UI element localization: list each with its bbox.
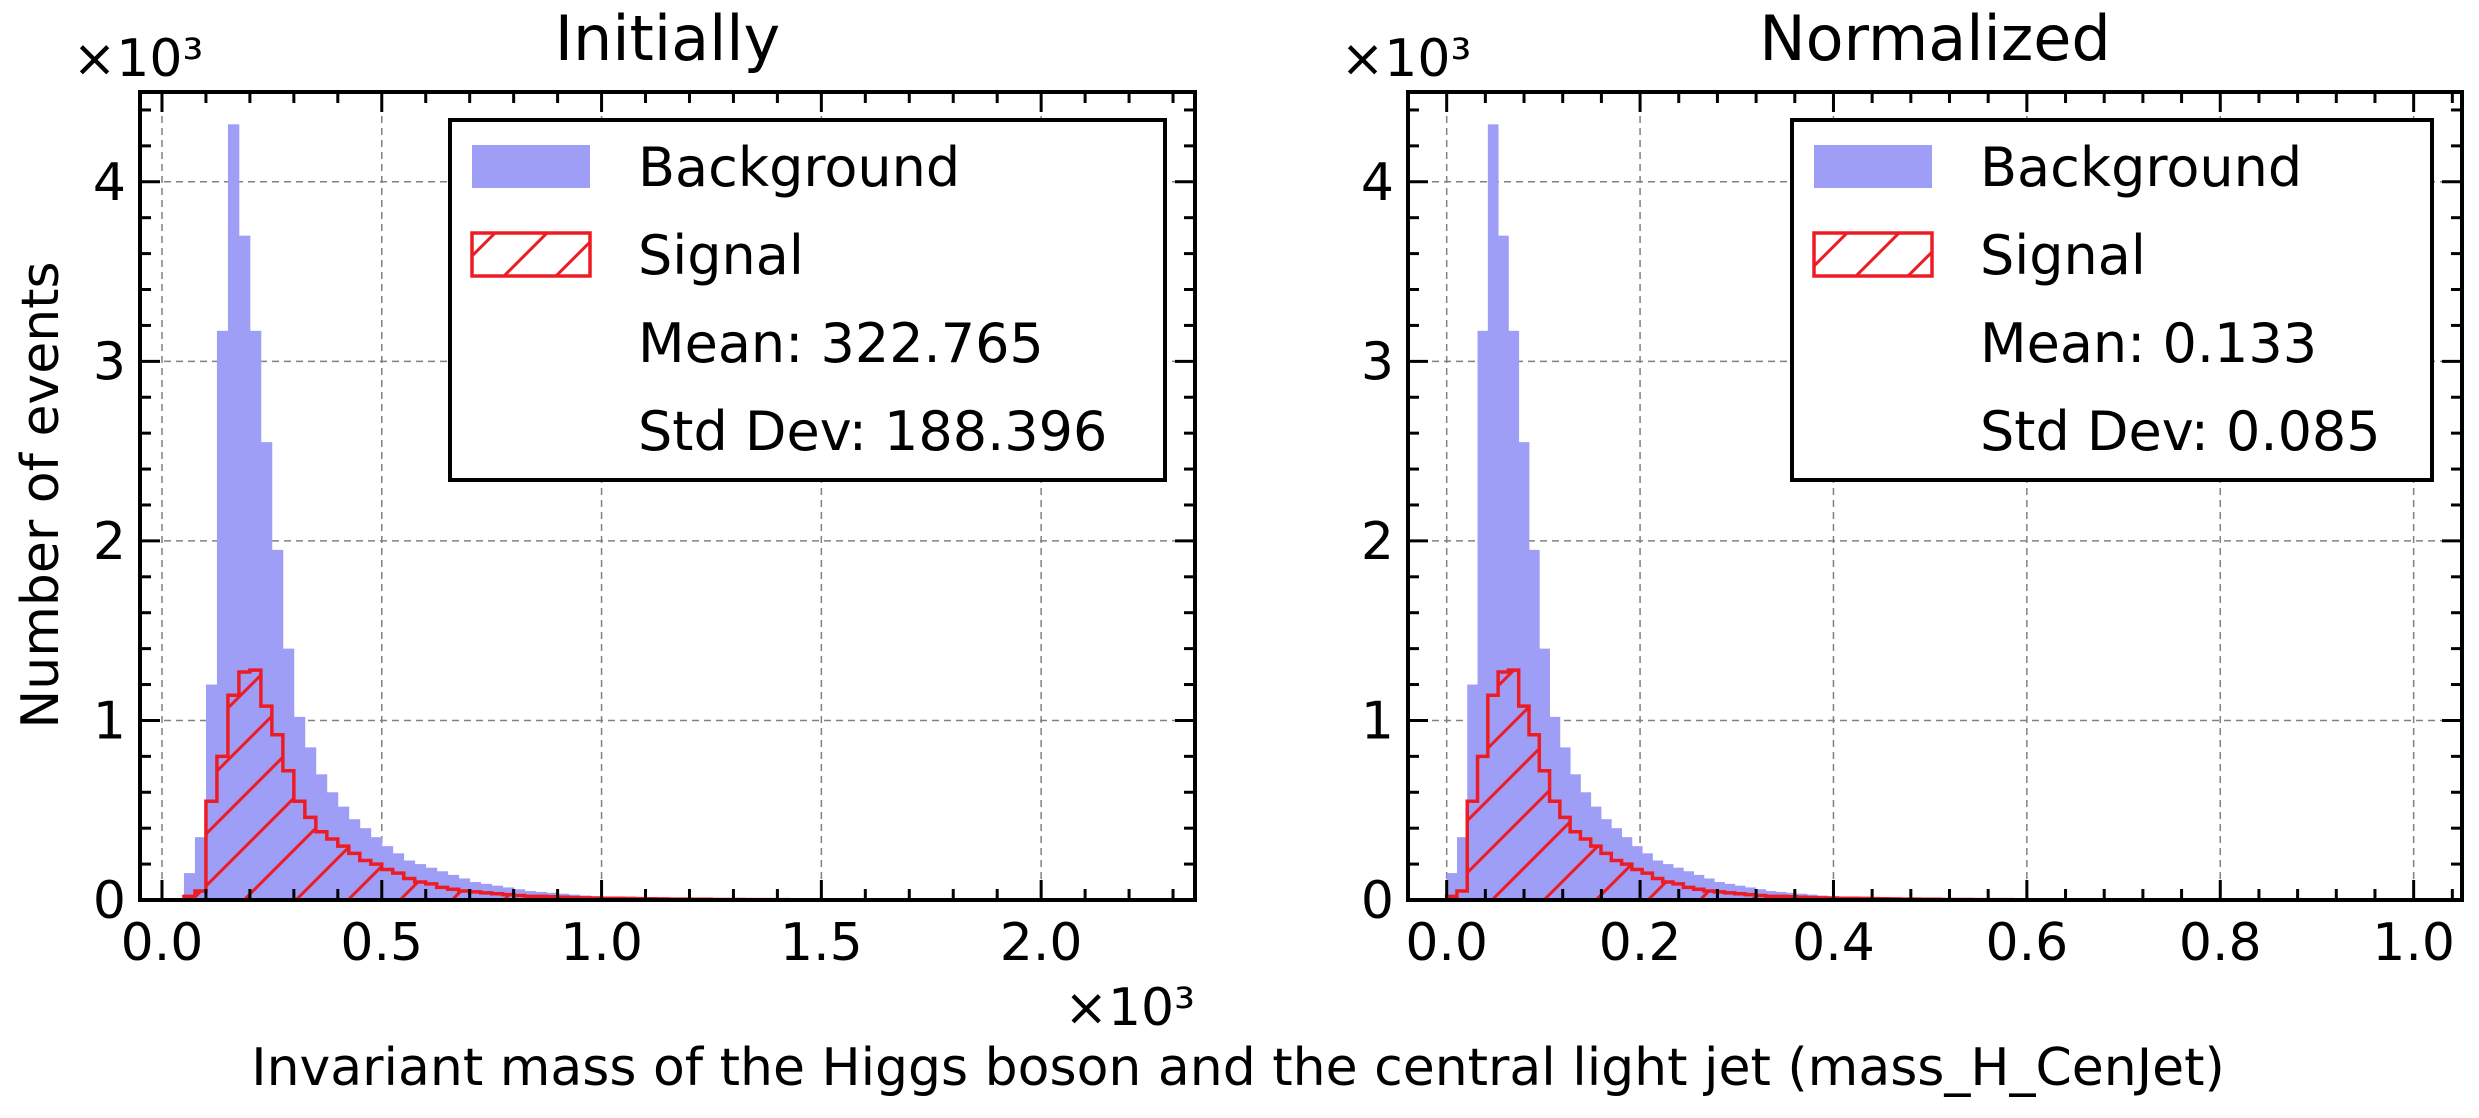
legend-mean: Mean: 0.133 [1980,312,2317,375]
panel-0: 0.0 0.5 1.0 1.5 2.0 0 1 2 3 4 Initially ×10³ ×10³ Bac… [73,2,1197,1038]
y-tick-label: 2 [93,512,126,572]
y-tick-label: 0 [93,871,126,931]
legend-background-label: Background [638,136,960,199]
chart-title: Normalized [1759,2,2111,75]
x-tick-label: 1.5 [780,913,863,973]
background-bar [1693,874,1705,900]
axes-frame [1406,90,2464,902]
background-bar [1467,684,1478,900]
background-bar [1498,235,1509,900]
x-tick-label: 0.6 [1986,913,2069,973]
background-bar [205,684,218,900]
background-bar [1528,549,1540,900]
x-tick-label: 0.4 [1792,913,1875,973]
background-bar [1446,873,1458,900]
x-tick-label: 0.5 [340,913,423,973]
background-bar [249,330,262,900]
background-bar [1703,878,1715,900]
y-tick-label: 2 [1361,512,1394,572]
background-bar [227,124,240,900]
signal-step [1444,668,2416,900]
y-tick-label: 1 [1361,691,1394,751]
x-tick-label: 1.0 [2372,913,2455,973]
legend-signal-swatch [1812,231,1934,278]
background-bar [458,878,471,900]
background-bar [1477,330,1489,900]
x-tick-label: 0.2 [1599,913,1682,973]
x-multiplier: ×10³ [1064,978,1195,1038]
background-bar [447,874,460,900]
background-bar [216,330,229,900]
legend: Background Signal Mean: 0.133 Std Dev: 0.08… [1790,118,2434,482]
y-tick-label: 3 [93,332,126,392]
background-bar [436,871,449,900]
legend-std: Std Dev: 188.396 [638,400,1107,463]
x-tick-label: 1.0 [560,913,643,973]
background-bar [260,442,273,900]
axes-frame [138,90,1197,902]
legend-background-label: Background [1980,136,2302,199]
legend-background-swatch [1814,145,1932,188]
figure-xlabel: Invariant mass of the Higgs boson and th… [251,1038,2225,1098]
legend-signal-label: Signal [638,224,804,287]
background-bar [271,549,284,900]
y-tick-label: 4 [1361,153,1394,213]
y-tick-label: 1 [93,691,126,751]
x-tick-label: 0.8 [2179,913,2262,973]
panel-1: 0.0 0.2 0.4 0.6 0.8 1.0 0 1 2 3 4 Normalized ×10³ Bac… [1341,2,2464,973]
y-multiplier: ×10³ [1341,29,1472,89]
background-bar [183,873,196,900]
x-tick-label: 0.0 [121,913,204,973]
y-multiplier: ×10³ [73,29,204,89]
x-tick-label: 2.0 [1000,913,1083,973]
background-bar [1456,837,1468,900]
x-tick-label: 0.0 [1405,913,1488,973]
figure-ylabel: Number of events [11,261,71,728]
y-tick-label: 0 [1361,871,1394,931]
y-tick-label: 4 [93,153,126,213]
background-bar [1518,442,1530,900]
legend-std: Std Dev: 0.085 [1980,400,2381,463]
background-bar [1487,124,1499,900]
legend: Background Signal Mean: 322.765 Std Dev: 18… [448,118,1167,482]
chart-title: Initially [555,2,780,75]
legend-mean: Mean: 322.765 [638,312,1044,375]
background-bar [1508,330,1520,900]
legend-background-swatch [472,145,590,188]
y-tick-label: 3 [1361,332,1394,392]
background-bar [194,837,207,900]
background-bar [1683,871,1695,900]
legend-signal-label: Signal [1980,224,2146,287]
legend-signal-swatch [470,231,592,278]
background-bar [238,235,251,900]
